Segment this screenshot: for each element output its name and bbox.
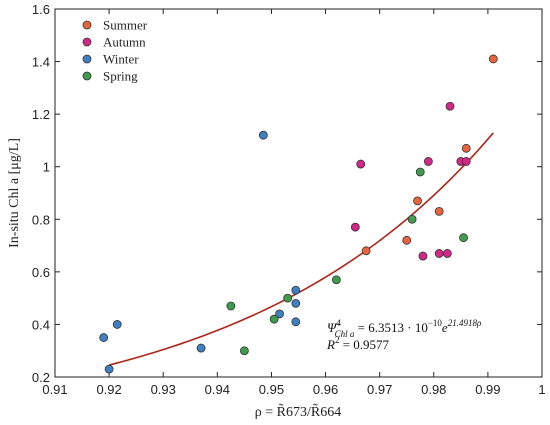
legend-label-autumn: Autumn <box>103 35 146 50</box>
x-tick-label: 1 <box>538 382 545 397</box>
legend-label-winter: Winter <box>103 52 139 67</box>
point-summer <box>402 235 412 245</box>
point-autumn <box>461 157 471 166</box>
point-summer <box>361 246 371 256</box>
point-autumn <box>418 251 428 261</box>
data-points <box>99 54 498 374</box>
point-winter <box>258 130 268 140</box>
point-winter <box>291 285 301 295</box>
x-tick-label: 0.96 <box>313 382 338 397</box>
y-axis-label: In-situ Chl a [μg/L] <box>7 138 22 248</box>
point-summer <box>461 143 471 153</box>
legend-marker-winter <box>82 54 92 64</box>
point-autumn <box>423 157 433 166</box>
point-autumn <box>356 159 366 169</box>
legend-marker-autumn <box>82 37 92 47</box>
y-tick-label: 1.6 <box>32 2 50 17</box>
y-tick-label: 0.6 <box>32 265 50 280</box>
x-tick-label: 0.94 <box>205 382 230 397</box>
y-tick-label: 1 <box>43 160 50 175</box>
legend-label-spring: Spring <box>103 69 138 84</box>
axis-ticks: 0.91 0.92 0.93 0.94 0.95 0.96 0.97 0.98 0.99 1 0.2… <box>32 2 546 397</box>
point-winter <box>104 364 114 374</box>
point-autumn <box>442 249 452 258</box>
point-winter <box>291 317 301 327</box>
point-autumn <box>350 222 360 232</box>
point-autumn <box>445 101 455 111</box>
point-spring <box>239 346 249 356</box>
point-spring <box>331 275 341 285</box>
point-spring <box>459 233 468 243</box>
x-axis-label: ρ = R̃673/R̃664 <box>255 403 341 420</box>
point-summer <box>434 206 444 216</box>
x-tick-label: 0.98 <box>421 382 446 397</box>
point-spring <box>415 167 425 177</box>
y-tick-label: 0.4 <box>32 317 50 332</box>
legend-marker-summer <box>82 20 92 30</box>
point-autumn <box>434 249 444 258</box>
point-spring <box>283 293 293 303</box>
x-tick-label: 0.97 <box>367 382 392 397</box>
legend: Summer Autumn Winter Spring <box>82 18 148 84</box>
point-spring <box>407 214 417 224</box>
point-spring <box>269 314 279 324</box>
point-summer <box>488 54 498 64</box>
legend-label-summer: Summer <box>103 18 148 33</box>
fit-equation: Ψ̃4 Chl a = 6.3513 · 10−10e21.4918ρ <box>327 318 482 339</box>
fit-curve <box>108 132 494 366</box>
y-tick-label: 0.8 <box>32 212 50 227</box>
y-tick-label: 0.2 <box>32 370 50 385</box>
point-summer <box>413 196 422 206</box>
x-tick-label: 0.92 <box>96 382 121 397</box>
r-squared: R2 = 0.9577 <box>326 335 390 352</box>
plot-area <box>54 8 543 378</box>
point-winter <box>291 298 301 308</box>
x-tick-label: 0.99 <box>475 382 500 397</box>
point-winter <box>196 343 206 353</box>
y-tick-label: 1.2 <box>32 107 50 122</box>
legend-marker-spring <box>82 71 92 81</box>
x-tick-label: 0.95 <box>259 382 284 397</box>
point-winter <box>112 320 122 329</box>
point-winter <box>99 333 109 342</box>
x-tick-label: 0.91 <box>42 382 67 397</box>
y-tick-label: 1.4 <box>32 55 50 70</box>
point-winter <box>275 309 284 319</box>
x-tick-label: 0.93 <box>151 382 176 397</box>
point-spring <box>226 301 236 311</box>
